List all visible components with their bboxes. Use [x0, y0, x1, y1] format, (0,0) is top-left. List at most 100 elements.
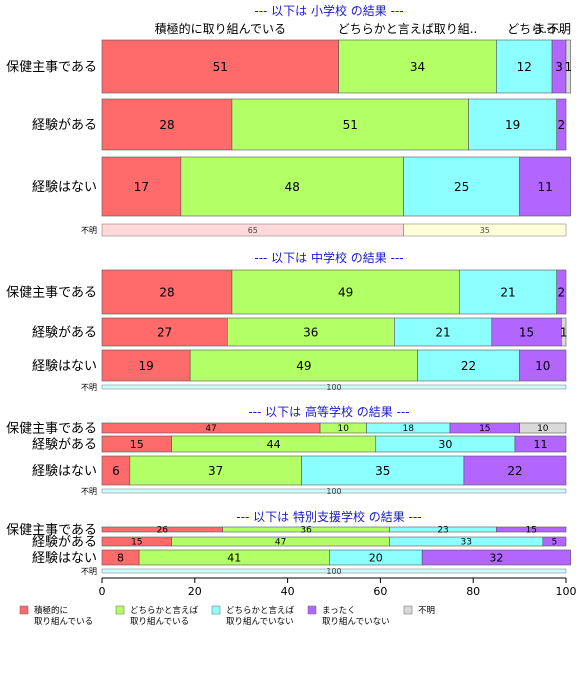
x-tick-label: 0 [99, 585, 106, 598]
category-label: 不明 [81, 226, 97, 235]
bar-segment [101, 156, 182, 217]
data-label: 17 [134, 180, 149, 194]
legend-swatch [307, 605, 317, 615]
bar-segment [417, 349, 520, 382]
bar-segment [458, 269, 558, 315]
bar-segment [565, 39, 571, 94]
data-label: 20 [369, 551, 383, 564]
data-label: 48 [285, 180, 300, 194]
bar-segment [561, 317, 567, 347]
section-title: --- 以下は 高等学校 の結果 --- [248, 404, 409, 419]
data-label: 15 [525, 526, 536, 536]
data-label: 35 [480, 226, 490, 235]
x-tick-label: 20 [188, 585, 202, 598]
category-label: 不明 [81, 487, 97, 496]
data-label: 34 [410, 60, 425, 74]
legend-label: 取り組んでいない [322, 616, 390, 627]
data-label: 25 [454, 180, 469, 194]
bar-segment [101, 39, 339, 94]
data-label: 49 [296, 359, 311, 373]
data-label: 22 [461, 359, 476, 373]
category-label: 経験はない [32, 464, 97, 479]
legend-label: どちらかと言えば [130, 605, 199, 616]
data-label: 2 [558, 285, 566, 299]
bar-segment [101, 384, 567, 390]
legend-label: 積極的に [34, 605, 68, 616]
data-label: 10 [535, 359, 550, 373]
category-label: 保健主事である [6, 523, 97, 538]
category-label: 経験がある [32, 118, 97, 133]
bar-segment [394, 317, 493, 347]
bar-segment [101, 488, 567, 494]
data-label: 22 [507, 464, 522, 478]
data-label: 15 [130, 438, 144, 451]
data-label: 10 [338, 424, 350, 434]
data-label: 49 [338, 285, 353, 299]
data-label: 19 [505, 118, 520, 132]
bar-segment [231, 269, 460, 315]
bar-segment [180, 156, 404, 217]
data-label: 15 [479, 424, 490, 434]
data-label: 8 [117, 551, 124, 564]
bar-segment [101, 455, 131, 486]
bar-segment [491, 317, 562, 347]
data-label: 1 [560, 325, 568, 339]
legend-label: 取り組んでいる [130, 616, 189, 627]
data-label: 26 [157, 526, 169, 536]
data-label: 100 [326, 383, 341, 392]
bar-segment [496, 39, 553, 94]
data-label: 23 [437, 526, 448, 536]
section-title: --- 以下は 特別支援学校 の結果 --- [236, 509, 421, 524]
legend-swatch [403, 605, 413, 615]
legend-swatch [211, 605, 221, 615]
legend-label: まったく [322, 606, 356, 616]
data-label: 100 [326, 487, 341, 496]
bar-segment [226, 317, 395, 347]
legend-label: 取り組んでいる [34, 616, 93, 627]
category-label: 経験がある [32, 535, 97, 550]
data-label: 21 [435, 325, 450, 339]
category-label: 保健主事である [6, 60, 97, 75]
data-label: 27 [157, 325, 172, 339]
data-label: 12 [517, 60, 532, 74]
data-label: 37 [208, 464, 223, 478]
bar-segment [519, 422, 567, 434]
data-label: 36 [300, 526, 312, 536]
bar-segment [301, 455, 465, 486]
data-label: 47 [275, 538, 286, 548]
legend-label: どちらかと言えば [226, 605, 295, 616]
data-label: 19 [138, 359, 153, 373]
category-label: 不明 [81, 567, 97, 576]
data-label: 28 [159, 285, 174, 299]
legend-swatch [115, 605, 125, 615]
legend-label: 不明 [418, 606, 435, 616]
x-tick-label: 100 [556, 585, 577, 598]
data-label: 33 [461, 538, 472, 548]
data-label: 28 [159, 118, 174, 132]
data-label: 15 [519, 325, 534, 339]
category-label: 保健主事である [6, 286, 97, 301]
data-label: 35 [375, 464, 390, 478]
legend-swatch [19, 605, 29, 615]
bar-segment [519, 156, 571, 217]
category-label: 経験がある [32, 326, 97, 341]
column-header-0: 積極的に取り組んでいる [155, 21, 286, 36]
bar-segment [514, 435, 567, 453]
data-label: 32 [489, 551, 503, 564]
category-label: 経験はない [32, 359, 97, 374]
data-label: 41 [227, 551, 241, 564]
bar-segment [101, 269, 233, 315]
bar-segment [542, 536, 567, 547]
data-label: 21 [500, 285, 515, 299]
bar-segment [101, 317, 228, 347]
x-tick-label: 80 [466, 585, 480, 598]
bar-segment [556, 269, 567, 315]
bar-segment [463, 455, 567, 486]
category-label: 保健主事である [6, 422, 97, 437]
data-label: 51 [343, 118, 358, 132]
bar-segment [101, 568, 567, 574]
data-label: 30 [438, 438, 452, 451]
bar-segment [556, 98, 567, 151]
data-label: 5 [552, 538, 558, 548]
